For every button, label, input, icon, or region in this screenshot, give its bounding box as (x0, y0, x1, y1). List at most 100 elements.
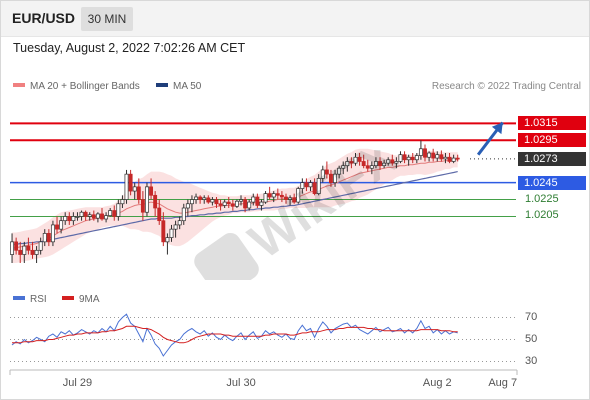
candle-body (390, 159, 395, 164)
forecast-arrow-head (491, 122, 503, 135)
candle-body (140, 199, 145, 213)
legend-9ma: 9MA (62, 294, 100, 305)
candle-body (145, 186, 149, 213)
candle-body (128, 173, 133, 192)
candle-body (304, 182, 309, 188)
candle-body (414, 155, 419, 161)
candle-body (316, 178, 321, 194)
candle-body (132, 186, 137, 192)
candle-body (185, 203, 190, 209)
candle-body (153, 194, 158, 209)
candle-body (378, 161, 382, 167)
candle-body (398, 154, 403, 162)
candle-body (189, 199, 194, 205)
candle-body (300, 182, 305, 189)
rsi-line (11, 313, 458, 357)
candle-body (108, 210, 113, 216)
candle-body (292, 197, 297, 203)
candle-body (361, 161, 366, 167)
candle-body (50, 224, 55, 243)
candle-body (308, 182, 313, 188)
legend-ma20-label: MA 20 + Bollinger Bands (30, 81, 140, 92)
candle-body (333, 173, 338, 183)
ma50-swatch (156, 83, 168, 88)
candle-body (71, 216, 76, 222)
candle-body (451, 157, 456, 162)
candle-body (345, 161, 350, 167)
candle-body (30, 249, 35, 255)
x-tick-label: Jul 30 (226, 377, 256, 389)
candle-body (427, 152, 432, 158)
level-tag-pivot: 1.0245 (518, 175, 586, 190)
level-tag-resistance-1: 1.0295 (518, 133, 586, 148)
candle-body (100, 213, 104, 220)
candle-body (275, 193, 280, 196)
rsi-tick-50: 50 (525, 332, 538, 345)
x-tick-label: Aug 2 (422, 377, 452, 389)
candle-body (373, 161, 378, 167)
candle-body (296, 188, 301, 203)
candle-body (312, 182, 317, 194)
candle-body (87, 214, 92, 217)
candle-body (267, 193, 272, 198)
candle-body (169, 228, 174, 238)
candle-body (149, 186, 154, 196)
candle-body (357, 156, 362, 162)
candle-body (10, 241, 14, 255)
candle-body (337, 167, 342, 175)
ma50-line (12, 171, 458, 245)
candle-body (386, 159, 391, 164)
candle-body (91, 214, 96, 219)
candle-body (202, 197, 207, 200)
timeframe-button[interactable]: 30 MIN (81, 7, 133, 31)
candle-body (222, 201, 227, 206)
candle-body (198, 196, 203, 200)
level-tag-text: 1.0295 (524, 134, 558, 147)
legend-rsi-label: RSI (30, 294, 47, 305)
watermark-text: WikiFX (239, 150, 407, 269)
candle-body (120, 199, 125, 205)
candle-body (14, 241, 19, 251)
rsi-tick-30: 30 (525, 354, 538, 367)
candle-body (255, 196, 260, 206)
ma20-swatch (13, 83, 25, 88)
level-tag-text: 1.0315 (524, 117, 558, 130)
candle-body (320, 169, 325, 179)
x-tick-label: Aug 7 (488, 377, 518, 389)
candle-body (124, 173, 129, 200)
level-tag-resistance-2: 1.0315 (518, 116, 586, 131)
candle-body (382, 162, 387, 167)
candle-body (63, 216, 68, 222)
legend-ma50-label: MA 50 (173, 81, 202, 92)
candle-body (38, 241, 43, 251)
rsi-9ma-line (12, 325, 458, 344)
candle-body (324, 169, 329, 175)
candle-body (181, 207, 186, 222)
symbol-label: EUR/USD (12, 10, 76, 26)
candle-body (95, 213, 100, 219)
candle-body (369, 165, 374, 169)
candle-body (83, 211, 88, 217)
candle-body (447, 156, 452, 162)
candle-body (112, 210, 117, 217)
candle-body (406, 156, 411, 161)
candle-body (165, 237, 170, 243)
x-tick-label: Jul 29 (62, 377, 93, 389)
legend-9ma-label: 9MA (79, 294, 100, 305)
level-label-support-1: 1.0225 (525, 192, 559, 205)
candle-body (443, 156, 448, 160)
candle-body (194, 196, 198, 200)
candle-body (349, 161, 354, 164)
level-label-support-2: 1.0205 (525, 209, 559, 222)
candle-body (22, 245, 27, 255)
candle-body (455, 157, 460, 160)
candle-body (435, 154, 440, 159)
candle-body (353, 156, 358, 164)
candle-body (206, 197, 211, 203)
candle-body (46, 233, 51, 243)
candle-body (284, 196, 288, 200)
candle-body (79, 211, 84, 217)
candle-body (410, 156, 415, 161)
wikifx-watermark: WikiFX (194, 150, 407, 280)
